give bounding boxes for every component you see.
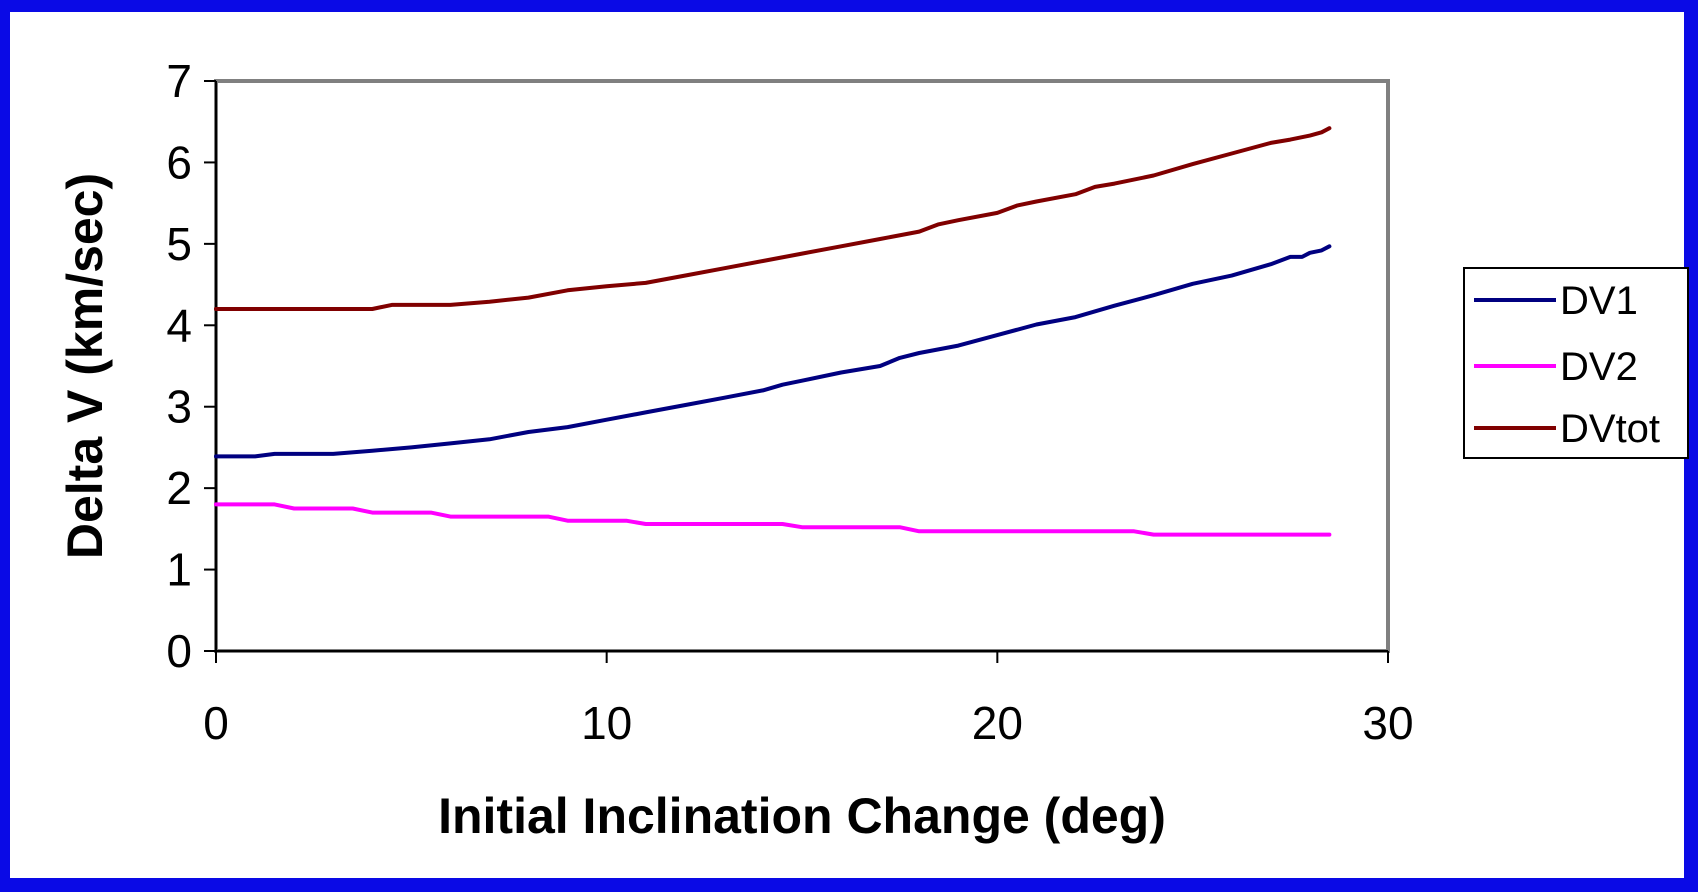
x-tick-label: 0 xyxy=(203,697,229,749)
y-tick-label: 4 xyxy=(166,299,192,351)
series-line-dvtot xyxy=(214,126,1332,311)
series-line-dv1 xyxy=(214,244,1332,459)
x-tick-label: 10 xyxy=(581,697,632,749)
y-tick-label: 2 xyxy=(166,462,192,514)
y-tick-label: 5 xyxy=(166,218,192,270)
x-tick-label: 20 xyxy=(972,697,1023,749)
y-tick-label: 6 xyxy=(166,136,192,188)
y-axis-title: Delta V (km/sec) xyxy=(57,173,113,559)
legend: DV1 DV2 DVtot xyxy=(1463,267,1689,459)
y-tick-label: 3 xyxy=(166,381,192,433)
y-tick-label: 7 xyxy=(166,55,192,107)
legend-label-dv2: DV2 xyxy=(1560,345,1638,389)
legend-label-dvtot: DVtot xyxy=(1560,407,1660,451)
x-tick-label: 30 xyxy=(1362,697,1413,749)
y-tick-label: 0 xyxy=(166,625,192,677)
legend-label-dv1: DV1 xyxy=(1560,279,1638,323)
y-tick-label: 1 xyxy=(166,544,192,596)
series-line-dv2 xyxy=(214,502,1332,537)
x-axis-title: Initial Inclination Change (deg) xyxy=(438,788,1166,844)
plot-area xyxy=(214,79,1390,653)
